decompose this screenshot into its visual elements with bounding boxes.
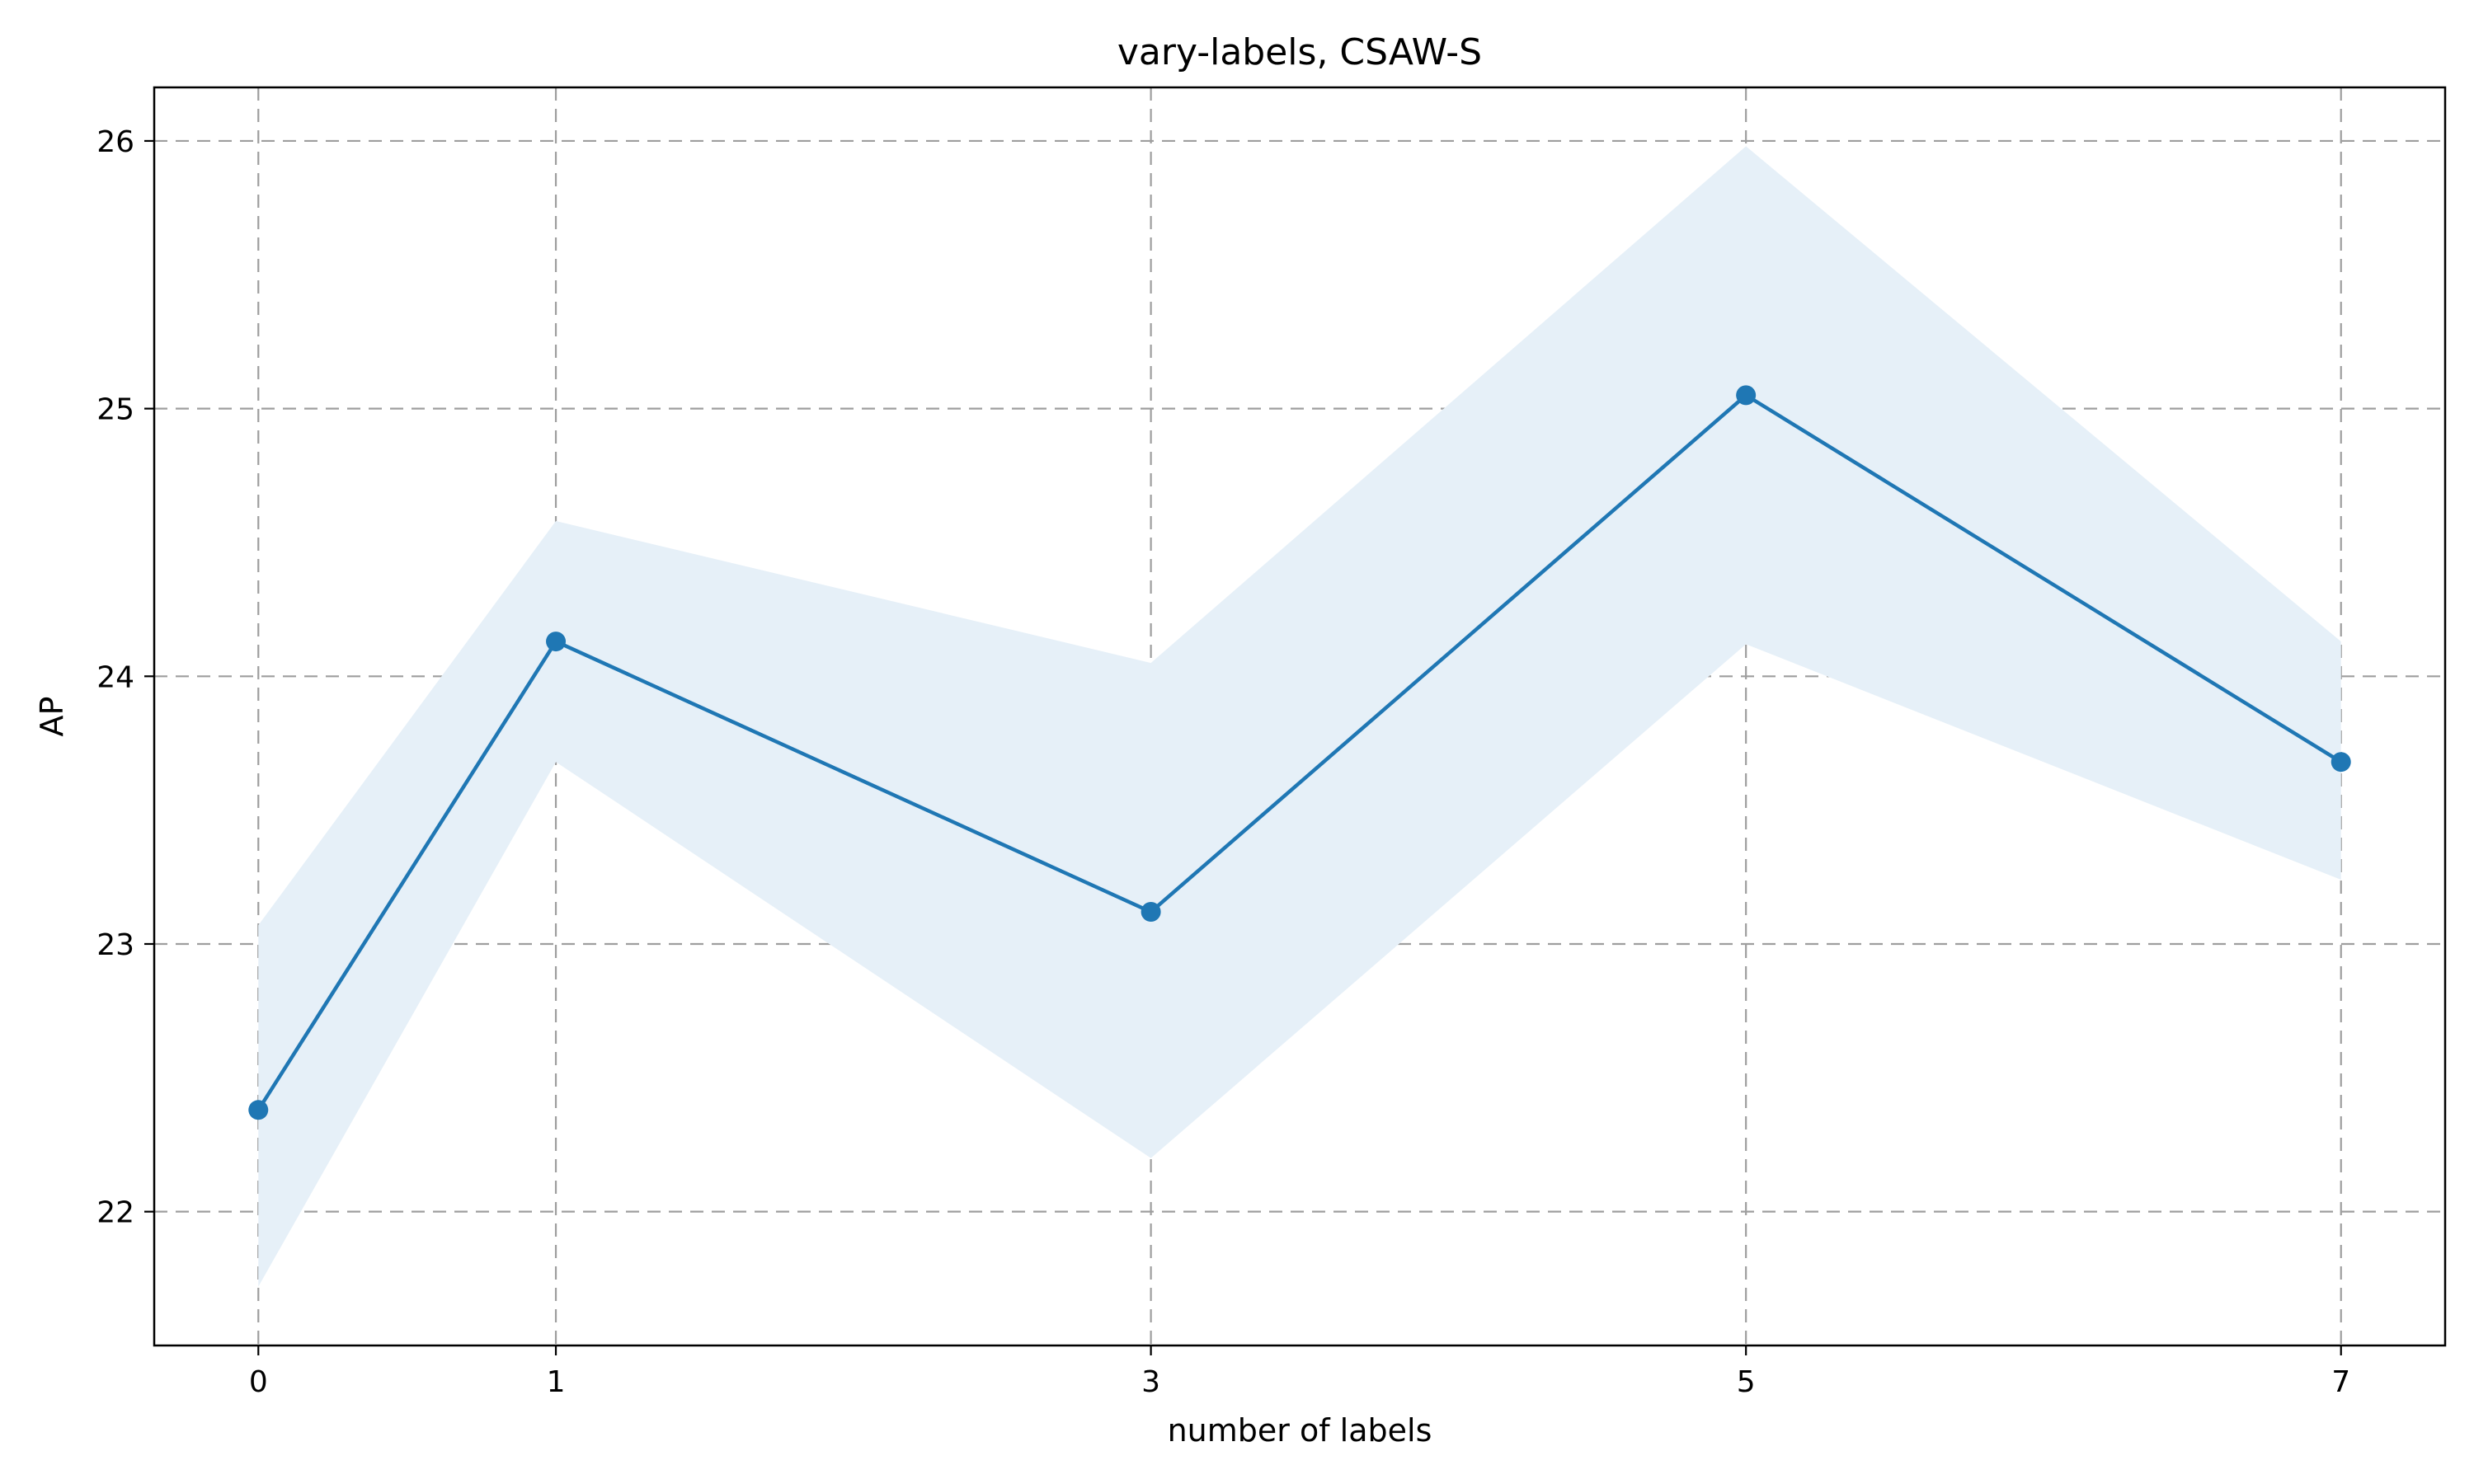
y-tick-label: 26 (96, 125, 134, 159)
confidence-band-area (258, 146, 2341, 1287)
y-tick-label: 22 (96, 1196, 134, 1230)
x-axis-label: number of labels (1168, 1412, 1432, 1449)
y-tick-label: 25 (96, 393, 134, 427)
x-tick-label: 0 (249, 1365, 268, 1399)
y-axis-label: AP (34, 697, 70, 737)
y-axis-ticks: 22 23 24 25 26 (96, 125, 154, 1230)
data-point (546, 632, 567, 652)
data-point (2331, 752, 2351, 773)
x-tick-label: 5 (1737, 1365, 1756, 1399)
chart-title: vary-labels, CSAW-S (1117, 31, 1482, 73)
x-axis-ticks: 0 1 3 5 7 (249, 1345, 2350, 1399)
plot-frame (153, 86, 2447, 1347)
x-tick-label: 1 (547, 1365, 566, 1399)
confidence-band (258, 146, 2341, 1287)
y-tick-label: 24 (96, 660, 134, 694)
data-point (1141, 902, 1161, 923)
data-point (1736, 385, 1757, 406)
data-point (248, 1100, 269, 1120)
data-points (248, 385, 2351, 1120)
y-tick-label: 23 (96, 928, 134, 962)
x-tick-label: 7 (2331, 1365, 2350, 1399)
x-tick-label: 3 (1141, 1365, 1160, 1399)
